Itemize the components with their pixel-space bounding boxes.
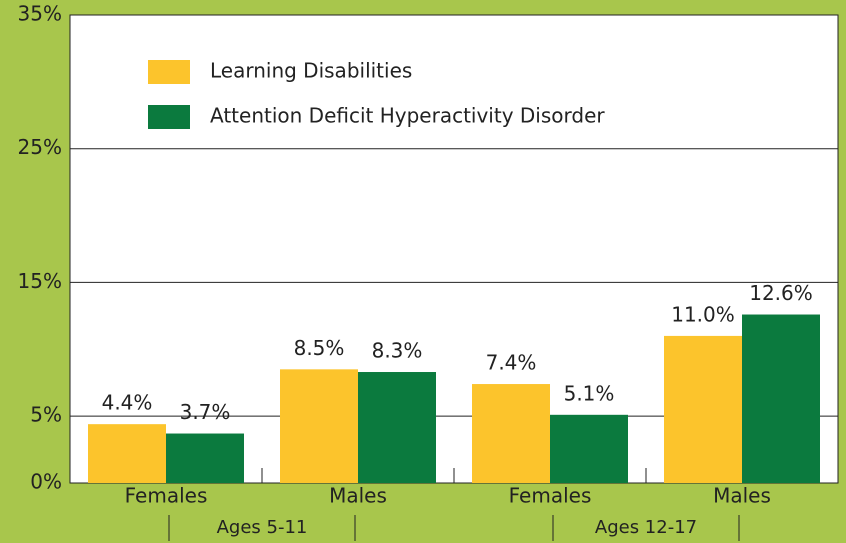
bar xyxy=(742,314,820,483)
group-label: Ages 5-11 xyxy=(217,517,308,538)
bar xyxy=(166,433,244,483)
legend-swatch xyxy=(148,60,190,84)
bar xyxy=(88,424,166,483)
x-tick-label: Males xyxy=(329,484,387,508)
value-label: 11.0% xyxy=(671,302,735,326)
value-label: 8.5% xyxy=(294,336,345,360)
value-label: 5.1% xyxy=(564,381,615,405)
bar xyxy=(664,335,742,483)
bar xyxy=(358,372,436,483)
legend-label: Learning Disabilities xyxy=(210,59,412,83)
value-label: 8.3% xyxy=(372,339,423,363)
x-tick-label: Females xyxy=(125,484,208,508)
bar xyxy=(472,384,550,483)
bar xyxy=(550,414,628,483)
y-tick-label: 15% xyxy=(18,269,62,293)
legend-swatch xyxy=(148,105,190,129)
group-label: Ages 12-17 xyxy=(595,517,697,538)
y-tick-label: 35% xyxy=(18,2,62,26)
value-label: 12.6% xyxy=(749,281,813,305)
bar xyxy=(280,369,358,483)
y-tick-label: 5% xyxy=(30,403,62,427)
value-label: 7.4% xyxy=(486,351,537,375)
x-tick-label: Females xyxy=(509,484,592,508)
y-tick-label: 0% xyxy=(30,470,62,494)
legend-label: Attention Deficit Hyperactivity Disorder xyxy=(210,104,605,128)
x-tick-label: Males xyxy=(713,484,771,508)
y-tick-label: 25% xyxy=(18,135,62,159)
value-label: 3.7% xyxy=(180,400,231,424)
value-label: 4.4% xyxy=(102,391,153,415)
